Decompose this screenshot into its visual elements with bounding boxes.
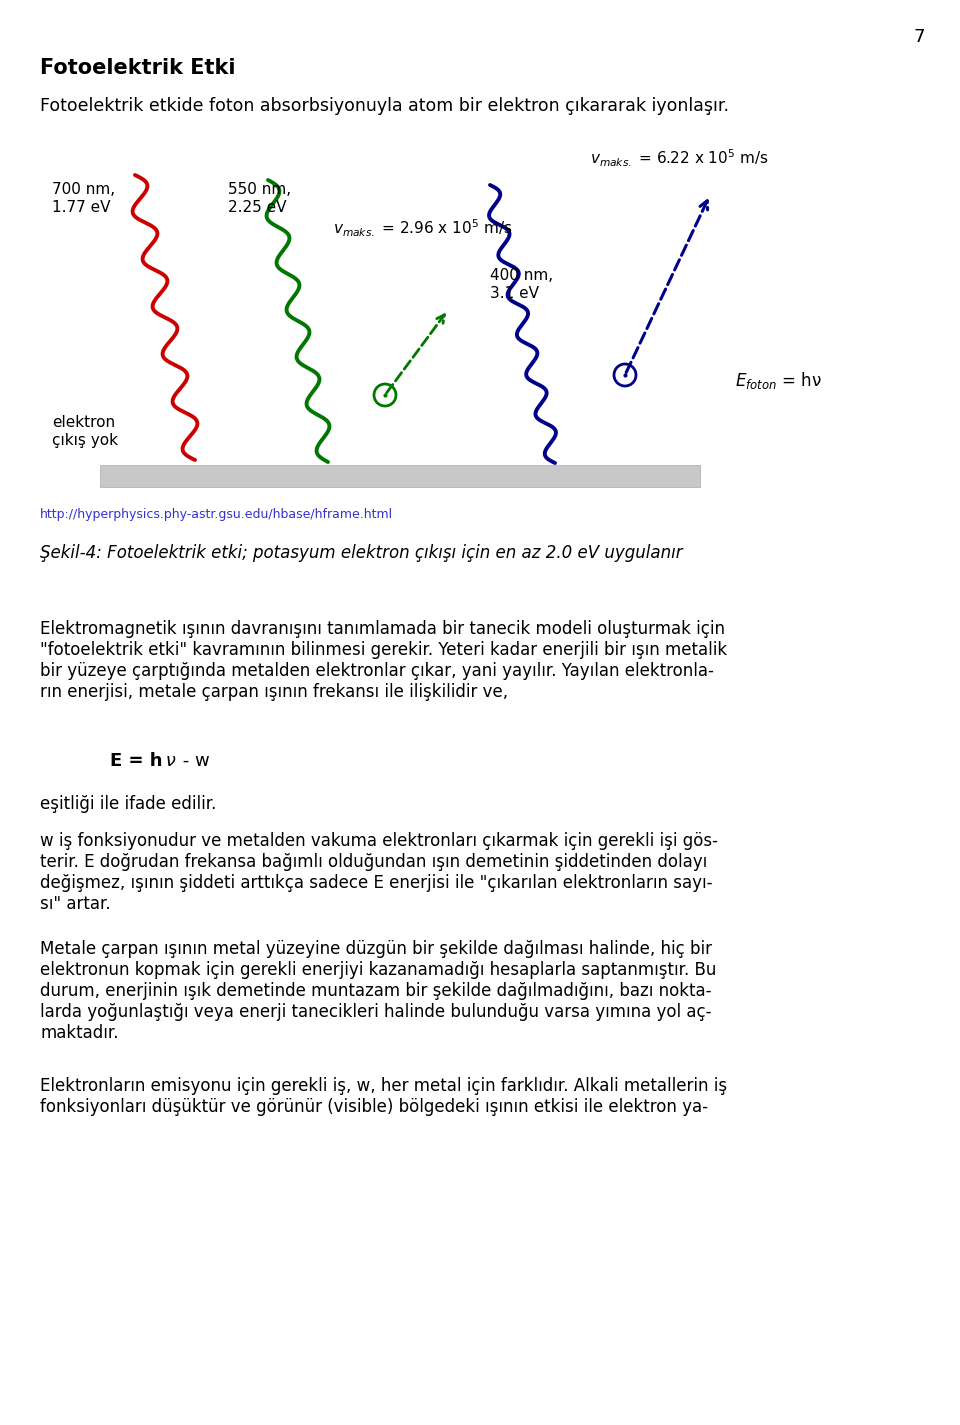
- Text: Şekil-4: Fotoelektrik etki; potasyum elektron çıkışı için en az 2.0 eV uygulanır: Şekil-4: Fotoelektrik etki; potasyum ele…: [40, 544, 683, 561]
- Text: rın enerjisi, metale çarpan ışının frekansı ile ilişkilidir ve,: rın enerjisi, metale çarpan ışının freka…: [40, 683, 508, 701]
- Text: 2.25 eV: 2.25 eV: [228, 200, 286, 215]
- FancyArrowPatch shape: [626, 201, 708, 372]
- Bar: [100, 465, 700, 487]
- Text: E = h: E = h: [110, 752, 162, 770]
- Text: Fotoelektrik etkide foton absorbsiyonuyla atom bir elektron çıkararak iyonlaşır.: Fotoelektrik etkide foton absorbsiyonuyl…: [40, 97, 729, 115]
- Text: Fotoelektrik Etki: Fotoelektrik Etki: [40, 58, 235, 78]
- Text: 400 nm,: 400 nm,: [490, 268, 553, 284]
- Text: 7: 7: [914, 28, 925, 46]
- Text: terir. E doğrudan frekansa bağımlı olduğundan ışın demetinin şiddetinden dolayı: terir. E doğrudan frekansa bağımlı olduğ…: [40, 854, 708, 871]
- Text: bir yüzeye çarptığında metalden elektronlar çıkar, yani yayılır. Yayılan elektro: bir yüzeye çarptığında metalden elektron…: [40, 663, 714, 680]
- Text: değişmez, ışının şiddeti arttıkça sadece E enerjisi ile "çıkarılan elektronların: değişmez, ışının şiddeti arttıkça sadece…: [40, 874, 712, 892]
- Text: 1.77 eV: 1.77 eV: [52, 200, 110, 215]
- Text: çıkış yok: çıkış yok: [52, 433, 118, 447]
- Text: elektron: elektron: [52, 415, 115, 430]
- Text: http://hyperphysics.phy-astr.gsu.edu/hbase/hframe.html: http://hyperphysics.phy-astr.gsu.edu/hba…: [40, 507, 394, 522]
- Text: elektronun kopmak için gerekli enerjiyi kazanamadığı hesaplarla saptanmıştır. Bu: elektronun kopmak için gerekli enerjiyi …: [40, 960, 716, 979]
- Text: fonksiyonları düşüktür ve görünür (visible) bölgedeki ışının etkisi ile elektron: fonksiyonları düşüktür ve görünür (visib…: [40, 1099, 708, 1116]
- FancyArrowPatch shape: [387, 315, 444, 393]
- Text: eşitliği ile ifade edilir.: eşitliği ile ifade edilir.: [40, 795, 216, 814]
- Text: - w: - w: [177, 752, 209, 770]
- Text: "fotoelektrik etki" kavramının bilinmesi gerekir. Yeteri kadar enerjili bir ışın: "fotoelektrik etki" kavramının bilinmesi…: [40, 641, 727, 658]
- Text: durum, enerjinin ışık demetinde muntazam bir şekilde dağılmadığını, bazı nokta-: durum, enerjinin ışık demetinde muntazam…: [40, 982, 711, 1000]
- Text: larda yoğunlaştığı veya enerji tanecikleri halinde bulunduğu varsa yımına yol aç: larda yoğunlaştığı veya enerji tanecikle…: [40, 1003, 711, 1020]
- Text: $v_{maks.}$ = 6.22 x 10$^5$ m/s: $v_{maks.}$ = 6.22 x 10$^5$ m/s: [590, 148, 769, 170]
- Text: 550 nm,: 550 nm,: [228, 182, 291, 197]
- Text: Metale çarpan ışının metal yüzeyine düzgün bir şekilde dağılması halinde, hiç bi: Metale çarpan ışının metal yüzeyine düzg…: [40, 940, 712, 958]
- Text: maktadır.: maktadır.: [40, 1025, 118, 1042]
- Text: Elektromagnetik ışının davranışını tanımlamada bir tanecik modeli oluşturmak içi: Elektromagnetik ışının davranışını tanım…: [40, 620, 725, 638]
- Text: $E_{foton}$ = hν: $E_{foton}$ = hν: [735, 370, 822, 390]
- Text: 700 nm,: 700 nm,: [52, 182, 115, 197]
- Text: 3.1 eV: 3.1 eV: [490, 286, 539, 301]
- Text: w iş fonksiyonudur ve metalden vakuma elektronları çıkarmak için gerekli işi gös: w iş fonksiyonudur ve metalden vakuma el…: [40, 832, 718, 849]
- Text: $v_{maks.}$ = 2.96 x 10$^5$ m/s: $v_{maks.}$ = 2.96 x 10$^5$ m/s: [333, 218, 513, 239]
- Text: sı" artar.: sı" artar.: [40, 895, 110, 913]
- Text: ν: ν: [160, 752, 176, 770]
- Text: Elektronların emisyonu için gerekli iş, w, her metal için farklıdır. Alkali meta: Elektronların emisyonu için gerekli iş, …: [40, 1077, 727, 1094]
